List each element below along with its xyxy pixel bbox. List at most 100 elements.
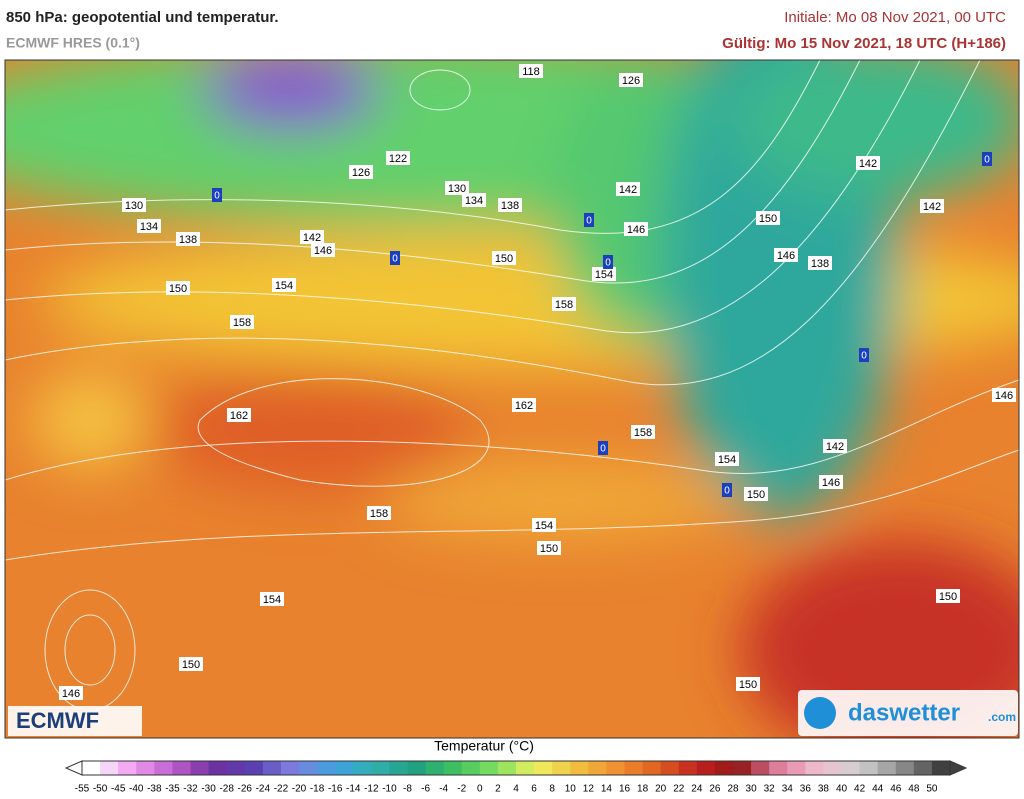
contour-label-box bbox=[631, 425, 655, 439]
map-title: 850 hPa: geopotential und temperatur. bbox=[6, 9, 279, 26]
contour-label: 162 bbox=[515, 400, 533, 412]
colorbar-cell bbox=[208, 761, 228, 775]
colorbar-cell bbox=[624, 761, 644, 775]
contour-label: 138 bbox=[179, 234, 197, 246]
contour-label-box bbox=[808, 256, 832, 270]
colorbar-min-arrow bbox=[64, 760, 83, 776]
isotherm-label: 0 bbox=[214, 191, 220, 202]
colorbar-cell bbox=[299, 761, 318, 775]
contour-label: 142 bbox=[826, 441, 844, 453]
colorbar-cell bbox=[443, 761, 463, 775]
contour-label: 146 bbox=[777, 250, 795, 262]
contour-label-box bbox=[498, 198, 522, 212]
colorbar-label: 50 bbox=[926, 784, 938, 795]
colorbar-cell bbox=[859, 761, 879, 775]
valid-time: Gültig: Mo 15 Nov 2021, 18 UTC (H+186) bbox=[722, 35, 1006, 52]
contour-label-box bbox=[386, 151, 410, 165]
isotherm-label-box bbox=[212, 188, 222, 202]
contour-label-box bbox=[774, 248, 798, 262]
isotherm-label: 0 bbox=[586, 216, 592, 227]
isotherm-label-box bbox=[584, 213, 594, 227]
colorbar-label: -32 bbox=[183, 784, 198, 795]
colorbar-cell bbox=[606, 761, 625, 775]
colorbar-cell bbox=[461, 761, 481, 775]
colorbar-label: 48 bbox=[908, 784, 920, 795]
colorbar-max-arrow bbox=[949, 760, 968, 776]
contour-label: 154 bbox=[718, 454, 736, 466]
contour-label: 150 bbox=[939, 591, 957, 603]
colorbar-cell bbox=[841, 761, 861, 775]
contour-label: 150 bbox=[182, 659, 200, 671]
contour-label-box bbox=[819, 475, 843, 489]
contour-label: 154 bbox=[275, 280, 293, 292]
contour-label-box bbox=[122, 198, 146, 212]
colorbar-cell bbox=[262, 761, 282, 775]
contour-label: 138 bbox=[501, 200, 519, 212]
contour-label-box bbox=[166, 281, 190, 295]
colorbar-label: -6 bbox=[421, 784, 430, 795]
contour-label-box bbox=[260, 592, 284, 606]
colorbar-label: 28 bbox=[727, 784, 739, 795]
colorbar-cell bbox=[371, 761, 390, 775]
contour-label: 122 bbox=[389, 153, 407, 165]
logo-text: daswetter bbox=[848, 699, 960, 726]
contour-label: 158 bbox=[555, 299, 573, 311]
contour-label-box bbox=[349, 165, 373, 179]
contour-label: 142 bbox=[859, 158, 877, 170]
contour-label-box bbox=[59, 686, 83, 700]
map-frame bbox=[4, 59, 1020, 739]
init-time: Initiale: Mo 08 Nov 2021, 00 UTC bbox=[784, 9, 1006, 26]
colorbar-cell bbox=[552, 761, 571, 775]
colorbar-label: -12 bbox=[364, 784, 379, 795]
isotherm-label: 0 bbox=[861, 351, 867, 362]
contour-label-box bbox=[624, 222, 648, 236]
contour-label-box bbox=[616, 182, 640, 196]
contour-label-box bbox=[936, 589, 960, 603]
colorbar-cell bbox=[100, 761, 119, 775]
contour-label-box bbox=[179, 657, 203, 671]
colorbar-label: -45 bbox=[111, 784, 126, 795]
contour-label-box bbox=[823, 439, 847, 453]
colorbar-cell bbox=[154, 761, 173, 775]
contour-label-box bbox=[272, 278, 296, 292]
contour-label: 150 bbox=[169, 283, 187, 295]
contour-label: 126 bbox=[352, 167, 370, 179]
isotherm-label-box bbox=[982, 152, 992, 166]
contour-label: 150 bbox=[739, 679, 757, 691]
colorbar-label: -35 bbox=[165, 784, 180, 795]
colorbar-cell bbox=[82, 761, 101, 775]
contour-label: 154 bbox=[535, 520, 553, 532]
contour-label-box bbox=[137, 219, 161, 233]
colorbar-cell bbox=[172, 761, 191, 775]
colorbar-cell bbox=[769, 761, 788, 775]
colorbar-label: 24 bbox=[691, 784, 703, 795]
colorbar-cell bbox=[136, 761, 155, 775]
isotherm-label-box bbox=[859, 348, 869, 362]
model-name: ECMWF HRES (0.1°) bbox=[6, 35, 140, 51]
isotherm-label: 0 bbox=[984, 155, 990, 166]
colorbar-label: -22 bbox=[274, 784, 289, 795]
colorbar-cell bbox=[353, 761, 372, 775]
colorbar-label: 26 bbox=[709, 784, 721, 795]
contour-label: 146 bbox=[314, 245, 332, 257]
contour-label-box bbox=[532, 518, 556, 532]
logo-text: ECMWF bbox=[16, 708, 99, 733]
colorbar-label: -20 bbox=[292, 784, 307, 795]
contour-label: 158 bbox=[233, 317, 251, 329]
colorbar-label: -38 bbox=[147, 784, 162, 795]
colorbar-label: -40 bbox=[129, 784, 144, 795]
colorbar-cell bbox=[244, 761, 264, 775]
contour-label: 118 bbox=[522, 66, 540, 78]
contour-label: 158 bbox=[634, 427, 652, 439]
contour-label-box bbox=[519, 64, 543, 78]
colorbar-label: -14 bbox=[346, 784, 361, 795]
contour-label-box bbox=[512, 398, 536, 412]
legend-title: Temperatur (°C) bbox=[434, 738, 534, 754]
colorbar-cell bbox=[678, 761, 698, 775]
colorbar-label: 16 bbox=[619, 784, 631, 795]
colorbar-frame bbox=[81, 760, 951, 776]
colorbar-label: 40 bbox=[836, 784, 848, 795]
colorbar-cell bbox=[226, 761, 246, 775]
colorbar-cell bbox=[280, 761, 300, 775]
